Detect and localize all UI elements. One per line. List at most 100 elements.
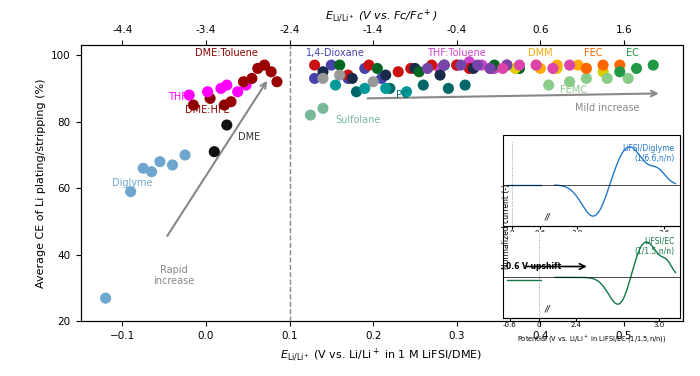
Text: FEMC: FEMC bbox=[560, 85, 587, 95]
Point bbox=[317, 105, 328, 111]
Point bbox=[459, 82, 470, 88]
Text: PC: PC bbox=[396, 90, 409, 100]
Point bbox=[497, 65, 508, 71]
Point bbox=[564, 62, 575, 68]
Point bbox=[631, 65, 642, 71]
Point bbox=[334, 62, 345, 68]
Point bbox=[216, 85, 227, 91]
X-axis label: $E_{\mathrm{Li/Li^+}}$ (V vs. Fc/Fc$^+$): $E_{\mathrm{Li/Li^+}}$ (V vs. Fc/Fc$^+$) bbox=[326, 8, 438, 25]
Point bbox=[309, 62, 320, 68]
Point bbox=[317, 76, 328, 82]
Point bbox=[384, 85, 395, 91]
Point bbox=[241, 82, 252, 88]
Point bbox=[484, 65, 496, 71]
Point bbox=[209, 149, 220, 155]
Point bbox=[334, 72, 345, 78]
Point bbox=[463, 59, 475, 65]
Point bbox=[622, 76, 634, 82]
Text: FEC: FEC bbox=[584, 49, 602, 58]
Point bbox=[468, 65, 479, 71]
Point bbox=[342, 72, 354, 78]
Point bbox=[188, 102, 199, 108]
Y-axis label: Average CE of Li plating/stripping (%): Average CE of Li plating/stripping (%) bbox=[36, 79, 46, 288]
Point bbox=[489, 65, 500, 71]
Point bbox=[100, 295, 111, 301]
Point bbox=[455, 62, 466, 68]
Point bbox=[125, 189, 136, 195]
Point bbox=[380, 72, 391, 78]
Point bbox=[581, 65, 592, 71]
Point bbox=[405, 65, 416, 71]
Point bbox=[552, 62, 563, 68]
Point bbox=[326, 62, 337, 68]
Point bbox=[272, 79, 283, 85]
Point bbox=[346, 76, 358, 82]
Point bbox=[602, 76, 613, 82]
Point bbox=[614, 69, 625, 75]
Point bbox=[232, 89, 244, 95]
Text: THF:Toluene: THF:Toluene bbox=[428, 49, 486, 58]
Point bbox=[422, 65, 433, 71]
Point bbox=[451, 62, 462, 68]
Point bbox=[225, 99, 237, 105]
Point bbox=[380, 85, 391, 91]
Point bbox=[501, 62, 512, 68]
Point bbox=[581, 76, 592, 82]
Point bbox=[154, 159, 165, 165]
Point bbox=[489, 62, 500, 68]
Point bbox=[418, 82, 429, 88]
Point bbox=[531, 62, 542, 68]
Point bbox=[501, 62, 512, 68]
Point bbox=[531, 62, 542, 68]
Point bbox=[439, 62, 450, 68]
Text: DMM: DMM bbox=[528, 49, 553, 58]
Point bbox=[351, 89, 362, 95]
Point bbox=[179, 152, 190, 158]
Point bbox=[138, 165, 149, 171]
Point bbox=[330, 82, 341, 88]
Point bbox=[183, 92, 195, 98]
Text: DME:HFE: DME:HFE bbox=[185, 105, 230, 115]
Point bbox=[581, 65, 592, 71]
Text: Mild increase: Mild increase bbox=[575, 103, 640, 114]
Point bbox=[552, 65, 563, 71]
Point bbox=[393, 69, 404, 75]
Point bbox=[309, 76, 320, 82]
Text: EC: EC bbox=[626, 49, 639, 58]
Point bbox=[564, 79, 575, 85]
Text: Rapid
increase: Rapid increase bbox=[153, 265, 195, 287]
Text: Sulfolane: Sulfolane bbox=[335, 115, 381, 125]
Text: THF: THF bbox=[168, 92, 187, 102]
Point bbox=[146, 169, 158, 175]
Point bbox=[167, 162, 178, 168]
Point bbox=[238, 79, 249, 85]
Point bbox=[451, 62, 462, 68]
Point bbox=[372, 65, 383, 71]
Text: Normalized current (-): Normalized current (-) bbox=[503, 184, 512, 269]
Point bbox=[514, 65, 525, 71]
Point bbox=[376, 76, 387, 82]
Point bbox=[598, 69, 609, 75]
Point bbox=[535, 65, 546, 71]
Point bbox=[463, 65, 475, 71]
Point bbox=[439, 62, 450, 68]
Text: DME: DME bbox=[238, 132, 260, 142]
Point bbox=[304, 112, 316, 118]
Point bbox=[598, 62, 609, 68]
Point bbox=[476, 62, 487, 68]
Point bbox=[317, 69, 328, 75]
Point bbox=[547, 65, 559, 71]
Point bbox=[221, 122, 232, 128]
Point bbox=[202, 89, 214, 95]
Point bbox=[472, 62, 483, 68]
Point bbox=[510, 65, 521, 71]
Bar bbox=[503, 135, 680, 318]
Point bbox=[443, 85, 454, 91]
Point bbox=[410, 65, 421, 71]
Point bbox=[246, 76, 258, 82]
Point bbox=[359, 85, 370, 91]
Point bbox=[265, 69, 276, 75]
Point bbox=[368, 79, 379, 85]
Text: Diglyme: Diglyme bbox=[112, 178, 153, 188]
Point bbox=[359, 65, 370, 71]
